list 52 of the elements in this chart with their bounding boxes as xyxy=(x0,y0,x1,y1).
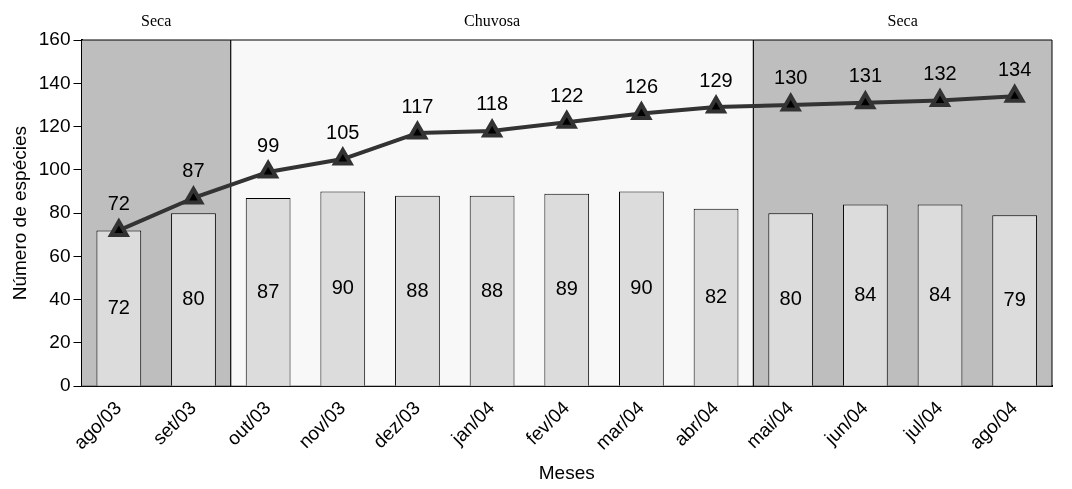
y-tick-label: 60 xyxy=(49,244,71,266)
data-label: 129 xyxy=(699,68,733,91)
data-label: 72 xyxy=(107,191,130,214)
data-label: 80 xyxy=(779,287,802,310)
point xyxy=(109,219,129,237)
band-label: Chuvosa xyxy=(464,12,521,30)
data-label: 118 xyxy=(476,92,509,115)
y-tick-label: 0 xyxy=(59,374,71,396)
data-label: 105 xyxy=(326,120,360,143)
y-tick-label: 140 xyxy=(38,71,71,93)
data-label: 87 xyxy=(182,159,205,182)
point xyxy=(706,96,726,114)
data-label: 82 xyxy=(704,285,728,308)
point xyxy=(183,186,204,205)
point xyxy=(258,161,278,179)
data-label: 72 xyxy=(107,295,130,318)
data-label: 132 xyxy=(923,62,957,85)
data-label: 87 xyxy=(257,279,280,302)
data-label: 99 xyxy=(257,133,280,156)
point xyxy=(630,100,653,121)
data-label: 126 xyxy=(624,75,659,98)
data-label: 131 xyxy=(848,64,883,87)
data-label: 122 xyxy=(550,83,584,106)
y-tick-label: 120 xyxy=(38,114,71,136)
y-tick-label: 80 xyxy=(49,201,71,223)
data-label: 88 xyxy=(406,278,429,301)
data-label: 117 xyxy=(401,94,434,117)
data-label: 84 xyxy=(854,282,877,305)
data-label: 90 xyxy=(331,276,354,299)
point xyxy=(482,119,502,138)
point xyxy=(1004,85,1025,103)
band-label: Seca xyxy=(887,12,918,30)
y-tick-label: 20 xyxy=(49,331,71,353)
data-label: 130 xyxy=(774,66,808,89)
point xyxy=(556,111,577,129)
y-axis-title: Número de espécies xyxy=(8,126,30,301)
band-label: Seca xyxy=(141,12,172,30)
y-tick-label: 160 xyxy=(38,28,71,50)
y-tick-label: 100 xyxy=(38,158,71,180)
x-axis-title: Meses xyxy=(538,461,595,483)
point xyxy=(780,93,801,112)
data-label: 88 xyxy=(480,278,504,301)
y-tick-label: 40 xyxy=(49,287,71,309)
data-label: 84 xyxy=(928,282,952,305)
data-label: 79 xyxy=(1003,288,1026,311)
data-label: 90 xyxy=(630,276,653,299)
data-label: 134 xyxy=(997,57,1032,80)
point xyxy=(854,89,877,110)
data-label: 89 xyxy=(555,277,578,300)
point xyxy=(407,122,428,140)
data-label: 80 xyxy=(182,287,205,310)
point xyxy=(333,148,353,166)
